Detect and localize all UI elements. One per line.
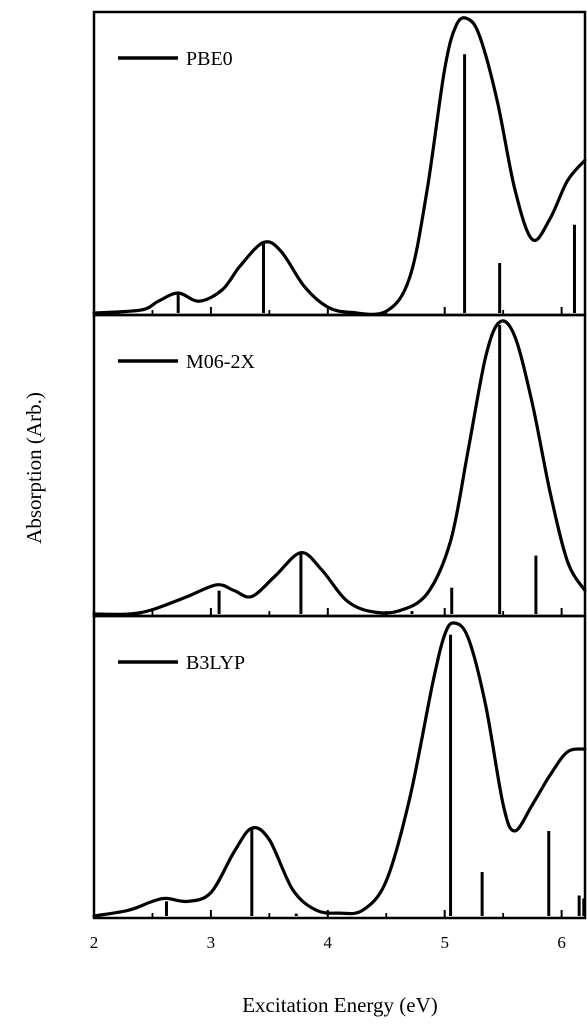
spectrum-line [92,319,587,616]
x-tick-label: 3 [207,933,216,952]
panels-layer: PBE0 M06-2X B3LYP [92,10,587,920]
panel-1: PBE0 [92,10,587,317]
panel-2: M06-2X [92,313,587,618]
legend-label: B3LYP [186,652,245,674]
spectrum-line [92,16,587,316]
x-axis: 2 3 4 5 6 [90,933,566,952]
legend-label: M06-2X [186,351,255,373]
spectrum-line [92,621,587,918]
y-axis-title: Absorption (Arb.) [22,392,46,544]
x-tick-label: 5 [440,933,449,952]
x-tick-label: 6 [557,933,566,952]
x-tick-label: 2 [90,933,99,952]
legend-label: PBE0 [186,48,233,70]
panel-frame [92,614,587,920]
x-axis-title: Excitation Energy (eV) [242,993,438,1017]
x-tick-label: 4 [324,933,333,952]
panel-3: B3LYP [92,614,587,920]
